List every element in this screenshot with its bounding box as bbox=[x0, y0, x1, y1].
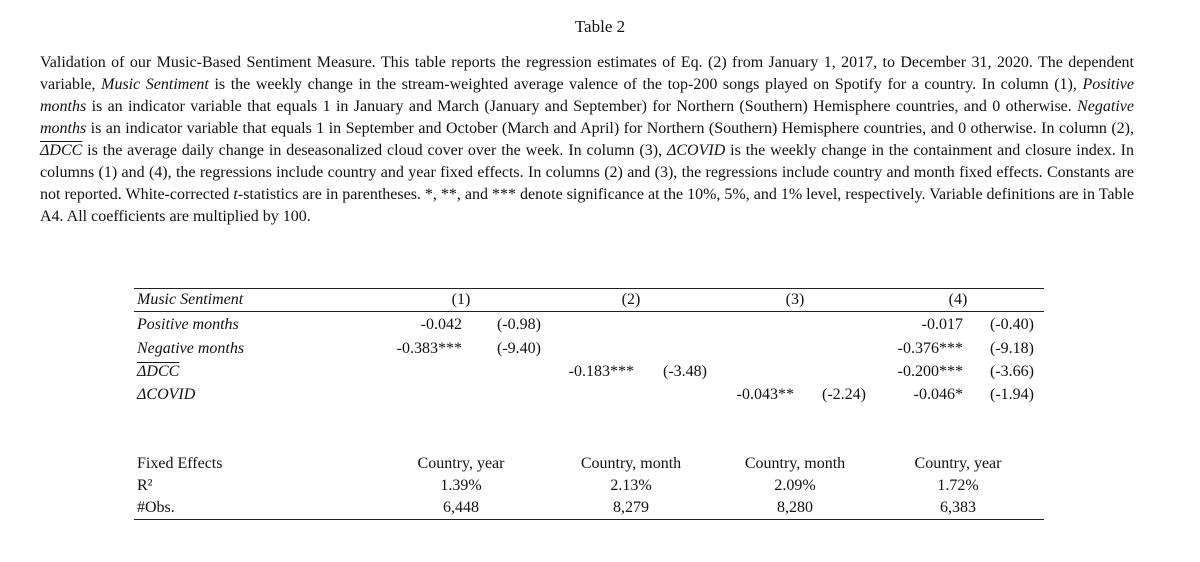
coef-c4-negative-months: -0.376*** bbox=[897, 340, 963, 357]
table-header-rule bbox=[134, 311, 1044, 312]
coef-c3-delta-covid: -0.043** bbox=[736, 386, 794, 403]
table-caption: Validation of our Music-Based Sentiment … bbox=[40, 52, 1134, 228]
coef-c1-positive-months: -0.042 bbox=[420, 316, 462, 333]
fixed-effects-c1: Country, year bbox=[417, 455, 505, 472]
caption-term-delta-covid: ΔCOVID bbox=[666, 142, 726, 159]
tstat-c4-delta-dcc: (-3.66) bbox=[990, 363, 1034, 380]
fixed-effects-c4: Country, year bbox=[914, 455, 1002, 472]
table-title: Table 2 bbox=[574, 17, 626, 36]
dependent-variable-label: Music Sentiment bbox=[137, 291, 244, 308]
row-label-negative-months: Negative months bbox=[137, 340, 245, 357]
caption-text-2: is the weekly change in the stream-weigh… bbox=[208, 76, 1083, 93]
r-squared-c4: 1.72% bbox=[937, 477, 979, 494]
caption-term-negative-months: Negative months bbox=[40, 98, 1134, 137]
tstat-c2-delta-dcc: (-3.48) bbox=[663, 363, 707, 380]
tstat-c3-delta-covid: (-2.24) bbox=[822, 386, 866, 403]
coef-c4-delta-dcc: -0.200*** bbox=[897, 363, 963, 380]
caption-text-1: Validation of our Music-Based Sentiment … bbox=[40, 54, 1134, 93]
row-label-positive-months: Positive months bbox=[137, 316, 239, 333]
column-header-4: (4) bbox=[948, 291, 968, 308]
caption-text-6: is the weekly change in the containment … bbox=[40, 142, 1135, 203]
caption-text-7: -statistics are in parentheses. *, **, a… bbox=[40, 186, 1134, 225]
row-label-delta-dcc: ΔDCC bbox=[137, 363, 180, 380]
observations-c1: 6,448 bbox=[443, 499, 479, 516]
coef-c4-delta-covid: -0.046* bbox=[913, 386, 963, 403]
footer-label-observations: #Obs. bbox=[137, 499, 175, 516]
column-header-1: (1) bbox=[451, 291, 471, 308]
r-squared-c2: 2.13% bbox=[610, 477, 652, 494]
coef-c1-negative-months: -0.383*** bbox=[396, 340, 462, 357]
caption-term-delta-dcc: ΔDCC bbox=[40, 142, 83, 159]
caption-text-5: is the average daily change in deseasona… bbox=[82, 142, 667, 159]
coef-c2-delta-dcc: -0.183*** bbox=[568, 363, 634, 380]
coef-c4-positive-months: -0.017 bbox=[921, 316, 963, 333]
table-bottom-rule bbox=[134, 519, 1044, 520]
caption-term-t: t bbox=[233, 186, 238, 203]
caption-text-3: is an indicator variable that equals 1 i… bbox=[86, 98, 1078, 115]
footer-label-fixed-effects: Fixed Effects bbox=[137, 455, 223, 472]
tstat-c4-delta-covid: (-1.94) bbox=[990, 386, 1034, 403]
caption-term-positive-months: Positive months bbox=[40, 76, 1135, 115]
tstat-c4-negative-months: (-9.18) bbox=[990, 340, 1034, 357]
fixed-effects-c2: Country, month bbox=[580, 455, 682, 472]
caption-term-music-sentiment: Music Sentiment bbox=[101, 76, 209, 93]
footer-label-r-squared: R² bbox=[137, 477, 153, 494]
r-squared-c3: 2.09% bbox=[774, 477, 816, 494]
observations-c4: 6,383 bbox=[940, 499, 976, 516]
table-top-rule bbox=[134, 288, 1044, 289]
fixed-effects-c3: Country, month bbox=[744, 455, 846, 472]
tstat-c4-positive-months: (-0.40) bbox=[990, 316, 1034, 333]
observations-c2: 8,279 bbox=[613, 499, 649, 516]
column-header-2: (2) bbox=[621, 291, 641, 308]
tstat-c1-negative-months: (-9.40) bbox=[497, 340, 541, 357]
caption-text-4: is an indicator variable that equals 1 i… bbox=[86, 120, 1134, 137]
column-header-3: (3) bbox=[785, 291, 805, 308]
observations-c3: 8,280 bbox=[777, 499, 813, 516]
row-label-delta-covid: ΔCOVID bbox=[137, 386, 196, 403]
tstat-c1-positive-months: (-0.98) bbox=[497, 316, 541, 333]
r-squared-c1: 1.39% bbox=[440, 477, 482, 494]
